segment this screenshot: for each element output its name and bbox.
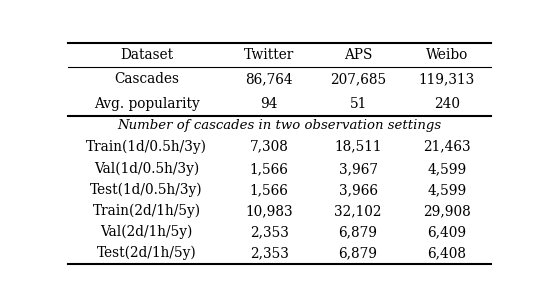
Text: APS: APS (344, 48, 372, 62)
Text: 119,313: 119,313 (419, 73, 475, 86)
Text: 6,408: 6,408 (428, 246, 466, 260)
Text: 207,685: 207,685 (330, 73, 386, 86)
Text: 3,967: 3,967 (339, 162, 378, 176)
Text: Dataset: Dataset (120, 48, 173, 62)
Text: 1,566: 1,566 (250, 183, 289, 197)
Text: Val(2d/1h/5y): Val(2d/1h/5y) (100, 225, 193, 239)
Text: 21,463: 21,463 (423, 140, 471, 154)
Text: 7,308: 7,308 (250, 140, 289, 154)
Text: 240: 240 (434, 97, 460, 111)
Text: Avg. popularity: Avg. popularity (94, 97, 199, 111)
Text: Test(1d/0.5h/3y): Test(1d/0.5h/3y) (90, 183, 203, 197)
Text: Twitter: Twitter (244, 48, 294, 62)
Text: Cascades: Cascades (114, 73, 179, 86)
Text: Train(1d/0.5h/3y): Train(1d/0.5h/3y) (86, 139, 207, 154)
Text: 29,908: 29,908 (423, 204, 471, 218)
Text: Val(1d/0.5h/3y): Val(1d/0.5h/3y) (94, 162, 199, 176)
Text: Number of cascades in two observation settings: Number of cascades in two observation se… (118, 119, 442, 132)
Text: 51: 51 (349, 97, 367, 111)
Text: 6,409: 6,409 (428, 225, 466, 239)
Text: 2,353: 2,353 (250, 246, 289, 260)
Text: 2,353: 2,353 (250, 225, 289, 239)
Text: 86,764: 86,764 (246, 73, 293, 86)
Text: 6,879: 6,879 (339, 246, 378, 260)
Text: 94: 94 (260, 97, 278, 111)
Text: 3,966: 3,966 (339, 183, 378, 197)
Text: 4,599: 4,599 (428, 183, 467, 197)
Text: Test(2d/1h/5y): Test(2d/1h/5y) (97, 246, 197, 260)
Text: 4,599: 4,599 (428, 162, 467, 176)
Text: 10,983: 10,983 (246, 204, 293, 218)
Text: 32,102: 32,102 (334, 204, 382, 218)
Text: Weibo: Weibo (426, 48, 468, 62)
Text: 18,511: 18,511 (334, 140, 382, 154)
Text: 1,566: 1,566 (250, 162, 289, 176)
Text: Train(2d/1h/5y): Train(2d/1h/5y) (92, 204, 200, 218)
Text: 6,879: 6,879 (339, 225, 378, 239)
